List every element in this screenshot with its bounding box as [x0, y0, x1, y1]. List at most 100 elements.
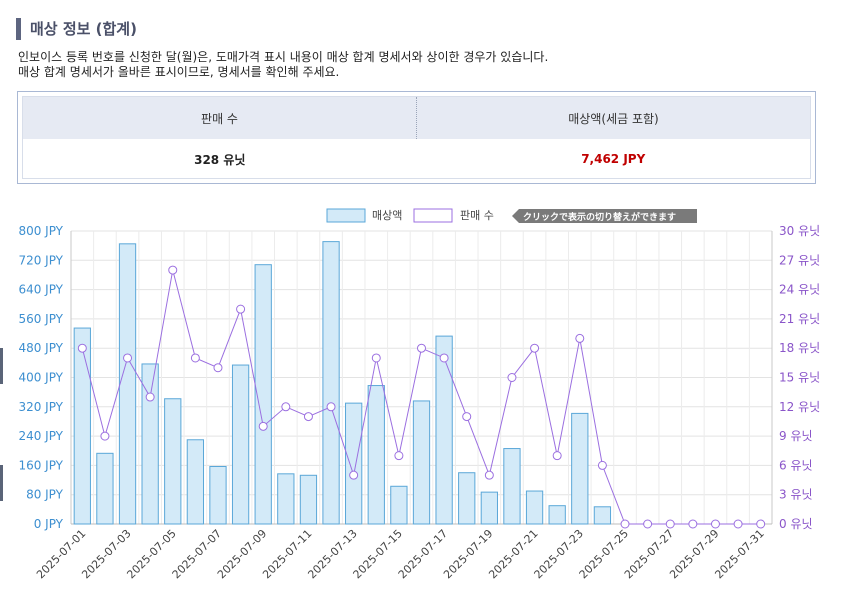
units-point — [575, 333, 585, 343]
units-point — [326, 402, 336, 412]
summary-table: 판매 수 매상액(세금 포함) 328 유닛 7,462 JPY — [17, 91, 816, 184]
page-edge-marker — [0, 465, 3, 501]
units-point — [236, 304, 246, 314]
right-tick-label: 6 유닛 — [779, 458, 813, 472]
units-point — [281, 402, 291, 412]
right-axis: 0 유닛 3 유닛 6 유닛 9 유닛 12 유닛 15 유닛 18 유닛 21 유닛 24 유… — [779, 224, 820, 531]
sales-bar — [458, 472, 476, 525]
summary-header-row: 판매 수 매상액(세금 포함) — [23, 97, 810, 139]
left-tick-label: 160 JPY — [18, 458, 63, 472]
left-tick-label: 480 JPY — [18, 341, 63, 355]
notice-text: 인보이스 등록 번호를 신청한 달(월)은, 도매가격 표시 내용이 매상 합계… — [18, 50, 548, 80]
sales-amount-value: 7,462 JPY — [581, 152, 646, 166]
units-point — [620, 519, 630, 529]
units-point — [665, 519, 675, 529]
sales-bar — [367, 385, 385, 525]
sales-bar — [254, 264, 272, 525]
left-tick-label: 80 JPY — [26, 488, 64, 502]
sales-bar — [73, 327, 91, 525]
right-tick-label: 3 유닛 — [779, 488, 813, 502]
bar-series — [73, 241, 612, 525]
units-point — [552, 451, 562, 461]
legend-swatch-sales[interactable] — [326, 208, 366, 223]
sales-bar — [525, 490, 544, 525]
right-tick-label: 27 유닛 — [779, 253, 820, 267]
sales-bar — [209, 465, 227, 525]
notice-line-2: 매상 합계 명세서가 올바른 표시이므로, 명세서를 확인해 주세요. — [18, 65, 340, 79]
units-point — [439, 353, 449, 363]
left-tick-label: 560 JPY — [18, 312, 63, 326]
x-tick-label: 2025-07-31 — [712, 527, 766, 581]
sales-bar — [299, 474, 318, 525]
right-tick-label: 12 유닛 — [779, 400, 820, 414]
right-tick-label: 30 유닛 — [779, 224, 820, 238]
left-tick-label: 0 JPY — [34, 517, 64, 531]
units-point — [756, 519, 766, 529]
section-title: 매상 정보 (합계) — [16, 18, 137, 40]
left-axis: 0 JPY 80 JPY 160 JPY 240 JPY 320 JPY 400 JPY 4… — [18, 224, 63, 531]
units-point — [100, 431, 110, 441]
sales-bar — [141, 363, 159, 525]
left-tick-label: 640 JPY — [18, 283, 63, 297]
units-point — [349, 470, 359, 480]
legend-hint-tag — [512, 209, 697, 223]
sales-bar — [118, 243, 137, 525]
page-edge-marker — [0, 348, 3, 384]
units-point — [190, 353, 200, 363]
right-tick-label: 21 유닛 — [779, 312, 820, 326]
sales-bar — [480, 491, 498, 525]
sales-chart: 0 JPY 80 JPY 160 JPY 240 JPY 320 JPY 400 JPY 4… — [18, 208, 820, 581]
units-point — [168, 265, 178, 275]
left-tick-label: 320 JPY — [18, 400, 63, 414]
sales-bar — [571, 412, 589, 525]
units-point — [123, 353, 133, 363]
units-header: 판매 수 — [23, 97, 417, 139]
units-point — [484, 470, 494, 480]
right-tick-label: 0 유닛 — [779, 517, 813, 531]
units-point — [371, 353, 381, 363]
summary-value-row: 328 유닛 7,462 JPY — [23, 139, 810, 179]
sales-bar — [277, 473, 295, 525]
units-point — [643, 519, 653, 529]
left-tick-label: 240 JPY — [18, 429, 63, 443]
left-tick-label: 400 JPY — [18, 371, 63, 385]
sales-bar — [322, 241, 340, 525]
sales-bar — [231, 364, 250, 525]
sales-bar — [503, 448, 521, 525]
units-point — [507, 373, 517, 382]
units-point — [417, 343, 426, 353]
sales-bar — [390, 485, 408, 525]
x-axis: 2025-07-012025-07-032025-07-052025-07-07… — [34, 527, 767, 581]
left-tick-label: 800 JPY — [18, 224, 63, 238]
line-series — [77, 265, 766, 529]
units-point — [710, 519, 720, 529]
sales-bar — [186, 439, 205, 525]
chart-legend[interactable]: 매상액 판매 수 クリックで表示の切り替えができます — [326, 208, 697, 223]
units-point — [77, 343, 87, 353]
units-point — [258, 421, 268, 431]
sales-bar — [96, 452, 114, 525]
sales-bar — [345, 402, 363, 525]
units-point — [145, 392, 155, 402]
summary-table-inner: 판매 수 매상액(세금 포함) 328 유닛 7,462 JPY — [22, 96, 811, 179]
legend-swatch-units[interactable] — [413, 208, 453, 223]
units-value: 328 유닛 — [194, 152, 246, 167]
right-tick-label: 24 유닛 — [779, 283, 820, 297]
left-tick-label: 720 JPY — [18, 253, 63, 267]
sales-bar — [412, 400, 431, 525]
sales-bar — [435, 335, 453, 525]
right-tick-label: 15 유닛 — [779, 371, 820, 385]
right-tick-label: 18 유닛 — [779, 341, 820, 355]
sales-amount-header: 매상액(세금 포함) — [568, 111, 659, 126]
notice-line-1: 인보이스 등록 번호를 신청한 달(월)은, 도매가격 표시 내용이 매상 합계… — [18, 50, 549, 64]
legend-label-sales[interactable]: 매상액 — [372, 209, 402, 222]
legend-label-units[interactable]: 판매 수 — [460, 209, 494, 222]
units-point — [530, 343, 540, 353]
units-point — [394, 451, 404, 461]
units-point — [462, 412, 472, 422]
units-point — [733, 519, 743, 529]
units-point — [688, 519, 698, 529]
sales-bar — [593, 506, 612, 525]
right-tick-label: 9 유닛 — [779, 429, 813, 443]
sales-bar — [548, 505, 566, 525]
